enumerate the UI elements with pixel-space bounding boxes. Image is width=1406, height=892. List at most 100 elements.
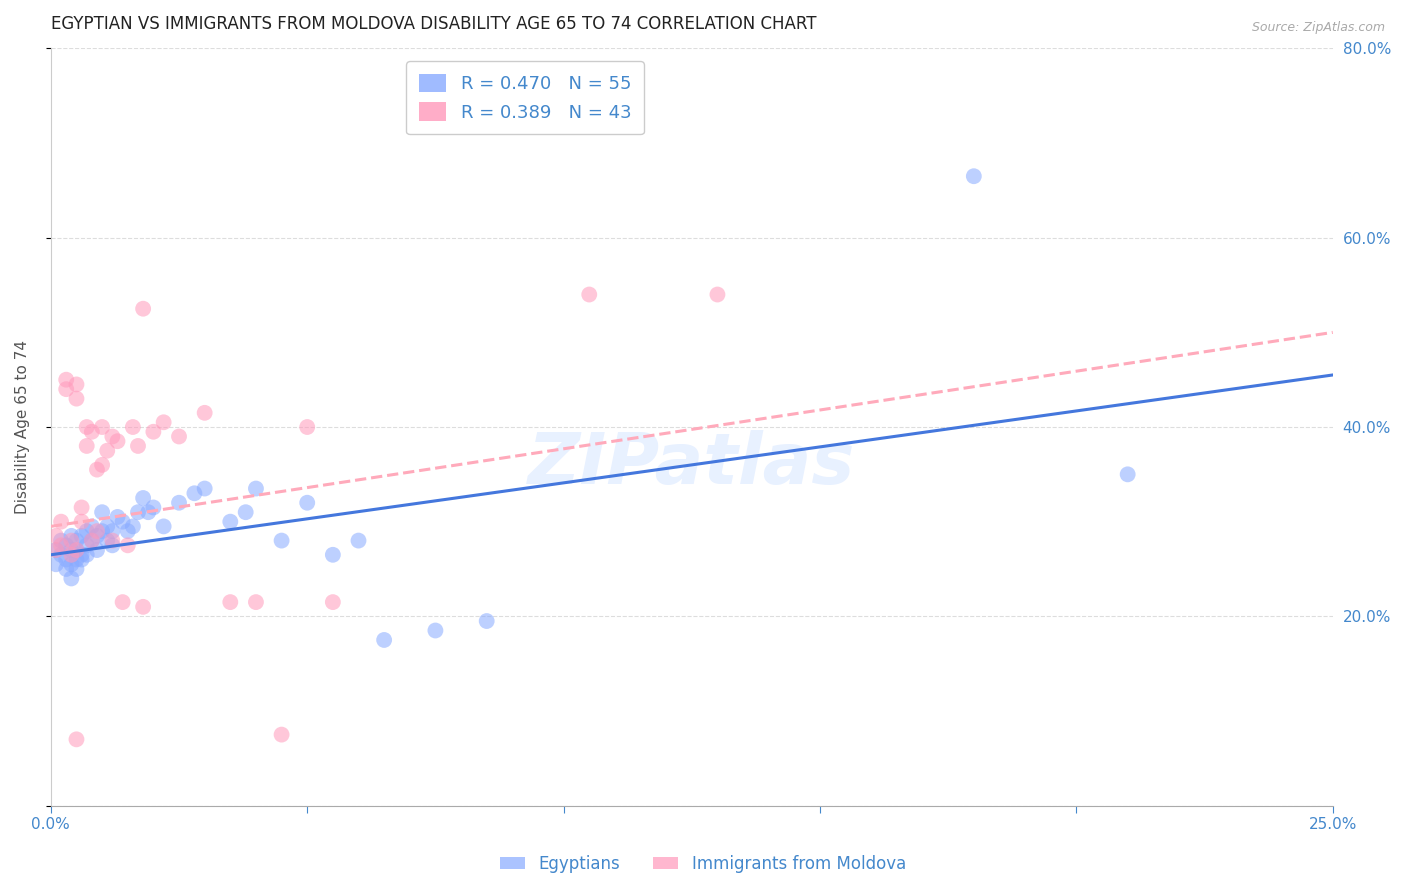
Point: [91, 458, 114, 472]
Point: [49, 533, 72, 548]
Point: [127, 439, 149, 453]
Point: [132, 491, 155, 505]
Point: [101, 538, 124, 552]
Point: [60, 548, 83, 562]
Legend: Egyptians, Immigrants from Moldova: Egyptians, Immigrants from Moldova: [494, 848, 912, 880]
Point: [245, 482, 267, 496]
Point: [117, 538, 139, 552]
Point: [70, 548, 93, 562]
Point: [49, 515, 72, 529]
Point: [111, 595, 134, 609]
Point: [194, 482, 217, 496]
Point: [80, 425, 103, 439]
Point: [91, 420, 114, 434]
Y-axis label: Disability Age 65 to 74: Disability Age 65 to 74: [15, 340, 30, 514]
Point: [45, 529, 67, 543]
Point: [70, 529, 93, 543]
Point: [425, 624, 447, 638]
Point: [963, 169, 986, 184]
Point: [70, 515, 93, 529]
Point: [101, 429, 124, 443]
Point: [45, 558, 67, 572]
Point: [111, 515, 134, 529]
Point: [80, 533, 103, 548]
Legend: R = 0.470   N = 55, R = 0.389   N = 43: R = 0.470 N = 55, R = 0.389 N = 43: [406, 62, 644, 135]
Point: [270, 728, 292, 742]
Point: [65, 543, 87, 558]
Text: EGYPTIAN VS IMMIGRANTS FROM MOLDOVA DISABILITY AGE 65 TO 74 CORRELATION CHART: EGYPTIAN VS IMMIGRANTS FROM MOLDOVA DISA…: [51, 15, 817, 33]
Point: [96, 533, 118, 548]
Point: [70, 552, 93, 566]
Point: [76, 420, 98, 434]
Point: [45, 543, 67, 558]
Point: [86, 529, 108, 543]
Point: [60, 558, 83, 572]
Point: [1116, 467, 1139, 482]
Point: [76, 439, 98, 453]
Point: [127, 505, 149, 519]
Point: [142, 425, 165, 439]
Point: [55, 373, 77, 387]
Point: [86, 462, 108, 476]
Point: [245, 595, 267, 609]
Point: [101, 533, 124, 548]
Point: [96, 519, 118, 533]
Point: [55, 538, 77, 552]
Point: [65, 533, 87, 548]
Point: [152, 415, 174, 429]
Point: [347, 533, 370, 548]
Point: [322, 595, 344, 609]
Point: [60, 529, 83, 543]
Point: [270, 533, 292, 548]
Point: [60, 571, 83, 585]
Point: [76, 538, 98, 552]
Point: [91, 505, 114, 519]
Point: [706, 287, 728, 301]
Point: [219, 515, 242, 529]
Point: [49, 548, 72, 562]
Point: [183, 486, 205, 500]
Point: [132, 599, 155, 614]
Point: [60, 543, 83, 558]
Point: [297, 496, 319, 510]
Point: [65, 543, 87, 558]
Point: [136, 505, 159, 519]
Point: [91, 524, 114, 538]
Point: [322, 548, 344, 562]
Point: [578, 287, 600, 301]
Point: [373, 632, 395, 647]
Point: [55, 382, 77, 396]
Point: [70, 500, 93, 515]
Point: [65, 377, 87, 392]
Point: [132, 301, 155, 316]
Point: [65, 392, 87, 406]
Point: [65, 562, 87, 576]
Point: [55, 552, 77, 566]
Point: [475, 614, 498, 628]
Text: Source: ZipAtlas.com: Source: ZipAtlas.com: [1251, 21, 1385, 34]
Point: [86, 524, 108, 538]
Point: [297, 420, 319, 434]
Point: [167, 429, 190, 443]
Point: [55, 562, 77, 576]
Point: [107, 434, 129, 449]
Point: [65, 552, 87, 566]
Point: [101, 524, 124, 538]
Point: [80, 533, 103, 548]
Point: [45, 543, 67, 558]
Point: [142, 500, 165, 515]
Point: [167, 496, 190, 510]
Point: [76, 548, 98, 562]
Point: [219, 595, 242, 609]
Point: [152, 519, 174, 533]
Point: [117, 524, 139, 538]
Point: [80, 519, 103, 533]
Point: [86, 543, 108, 558]
Point: [49, 538, 72, 552]
Point: [194, 406, 217, 420]
Point: [65, 732, 87, 747]
Point: [96, 443, 118, 458]
Point: [122, 420, 145, 434]
Point: [60, 533, 83, 548]
Point: [122, 519, 145, 533]
